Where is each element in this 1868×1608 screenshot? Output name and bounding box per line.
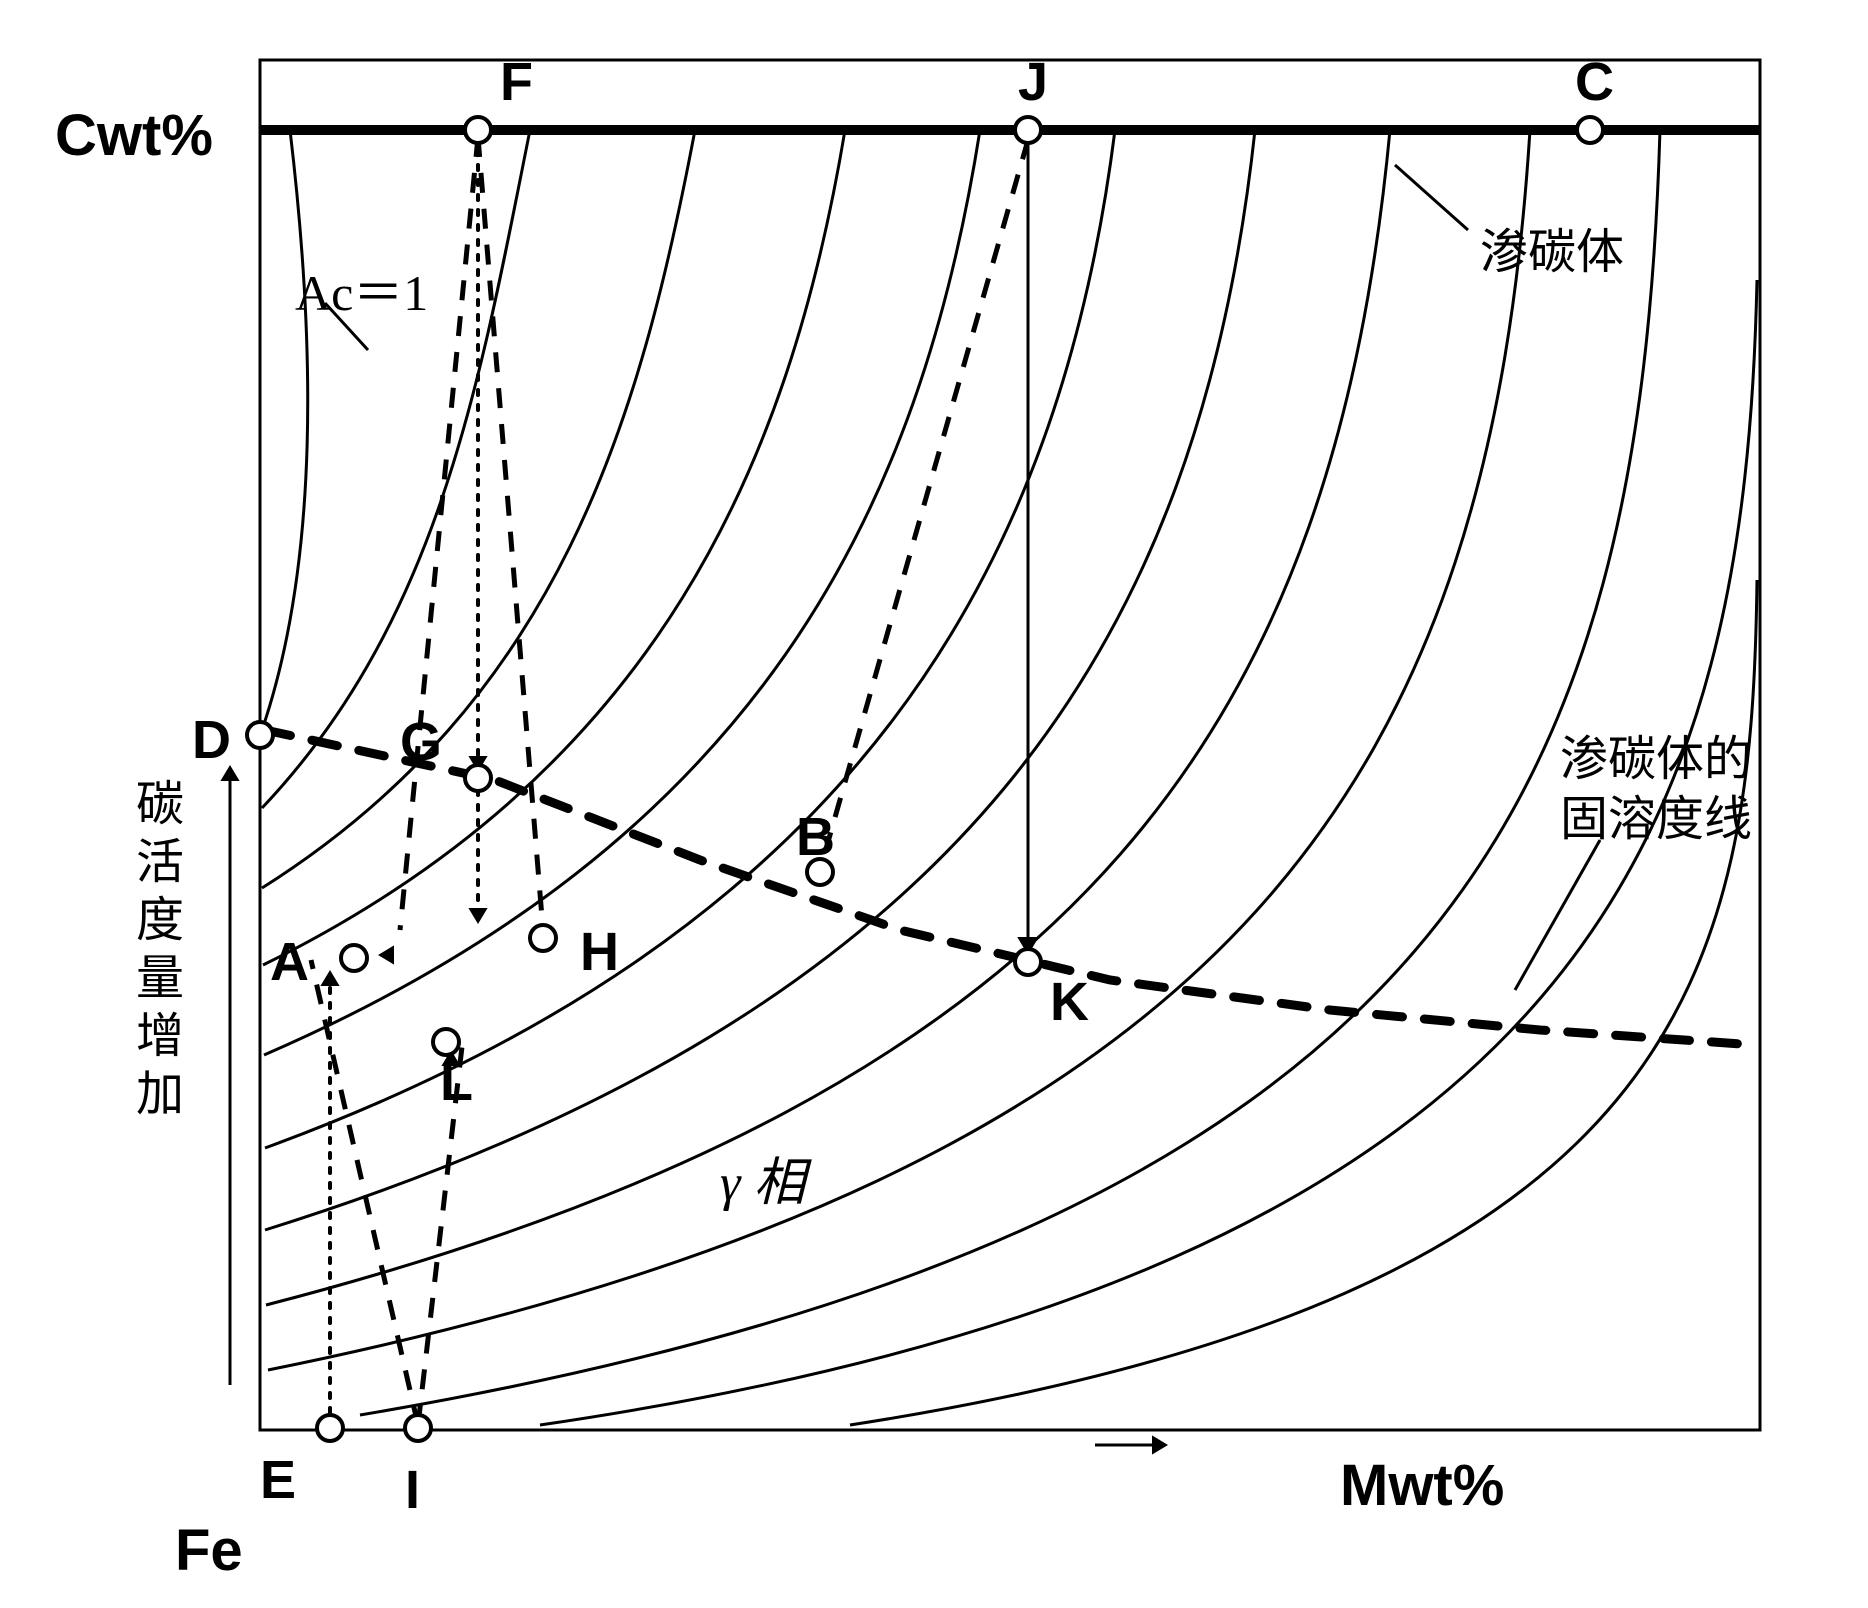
- y-axis-label-char: 加: [136, 1068, 184, 1121]
- label-fe: Fe: [175, 1518, 243, 1583]
- node-marker-h: [530, 925, 556, 951]
- label-gamma: γ 相: [720, 1155, 812, 1212]
- node-label-f: F: [500, 52, 533, 112]
- node-marker-k: [1015, 949, 1041, 975]
- node-label-b: B: [796, 807, 835, 867]
- node-label-e: E: [260, 1450, 296, 1510]
- node-marker-d: [247, 722, 273, 748]
- y-axis-label-char: 度: [136, 894, 184, 947]
- y-axis-label-char: 碳: [136, 778, 184, 831]
- node-label-j: J: [1018, 52, 1048, 112]
- node-marker-j: [1015, 117, 1041, 143]
- label-cwt: Cwt%: [55, 103, 213, 168]
- label-cementite: 渗碳体: [1480, 226, 1624, 279]
- node-label-a: A: [270, 932, 309, 992]
- node-label-k: K: [1050, 972, 1089, 1032]
- node-label-h: H: [580, 922, 619, 982]
- node-marker-f: [465, 117, 491, 143]
- node-marker-e: [317, 1415, 343, 1441]
- label-solub1: 渗碳体的: [1560, 733, 1752, 786]
- node-label-g: G: [400, 712, 442, 772]
- node-marker-g: [465, 765, 491, 791]
- node-marker-i: [405, 1415, 431, 1441]
- node-label-l: L: [440, 1052, 473, 1112]
- y-axis-label-char: 增: [136, 1010, 184, 1063]
- y-axis-label-char: 量: [136, 952, 184, 1005]
- node-marker-a: [341, 945, 367, 971]
- node-marker-c: [1577, 117, 1603, 143]
- arrowhead-icon: [1152, 1435, 1168, 1454]
- label-solub2: 固溶度线: [1560, 793, 1752, 846]
- y-axis-label-char: 活: [136, 836, 184, 889]
- label-mwt: Mwt%: [1340, 1453, 1504, 1518]
- label-ac1: Ac＝1: [295, 265, 428, 321]
- node-label-i: I: [405, 1460, 420, 1520]
- node-label-c: C: [1575, 52, 1614, 112]
- node-label-d: D: [192, 710, 231, 770]
